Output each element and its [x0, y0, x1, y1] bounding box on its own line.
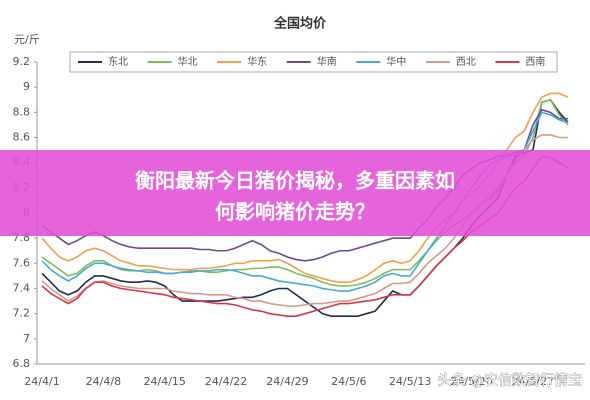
legend-label: 西南 — [525, 55, 545, 68]
chart-title: 全国均价 — [273, 16, 327, 32]
y-tick-label: 8.6 — [13, 131, 31, 144]
y-tick-label: 8.8 — [13, 105, 31, 118]
x-tick-label: 24/4/8 — [86, 375, 121, 388]
x-tick-label: 24/5/6 — [331, 375, 366, 388]
banner-line: 何影响猪价走势？ — [215, 200, 375, 224]
x-tick-label: 24/4/1 — [24, 375, 59, 388]
legend — [69, 51, 558, 73]
legend-label: 华北 — [178, 55, 198, 68]
banner — [0, 150, 590, 236]
legend-label: 东北 — [108, 55, 128, 68]
x-tick-label: 24/4/29 — [266, 375, 308, 388]
banner-line: 衡阳最新今日猪价揭秘，多重因素如 — [135, 169, 455, 193]
legend-label: 华南 — [317, 55, 337, 68]
y-tick-label: 7.2 — [13, 307, 31, 320]
x-tick-label: 24/5/13 — [389, 375, 431, 388]
y-axis-label: 元/斤 — [14, 33, 40, 46]
y-tick-label: 7 — [23, 332, 30, 345]
y-tick-label: 9.2 — [13, 55, 31, 68]
x-tick-label: 24/5/27 — [512, 375, 554, 388]
x-tick-label: 24/4/22 — [205, 375, 247, 388]
y-tick-label: 6.8 — [13, 357, 31, 370]
y-tick-label: 7.6 — [13, 256, 31, 269]
y-tick-label: 9 — [23, 80, 30, 93]
x-tick-label: 24/4/15 — [144, 375, 186, 388]
x-tick-label: 24/5/20 — [450, 375, 492, 388]
y-tick-label: 7.4 — [13, 282, 31, 295]
legend-label: 西北 — [456, 56, 476, 68]
legend-label: 华中 — [386, 55, 406, 68]
overlay: 衡阳最新今日猪价揭秘，多重因素如 何影响猪价走势？ 头条 @农信数智行情宝 — [0, 150, 590, 389]
watermark: 头条 @农信数智行情宝 — [438, 372, 582, 389]
legend-label: 华东 — [247, 55, 267, 68]
